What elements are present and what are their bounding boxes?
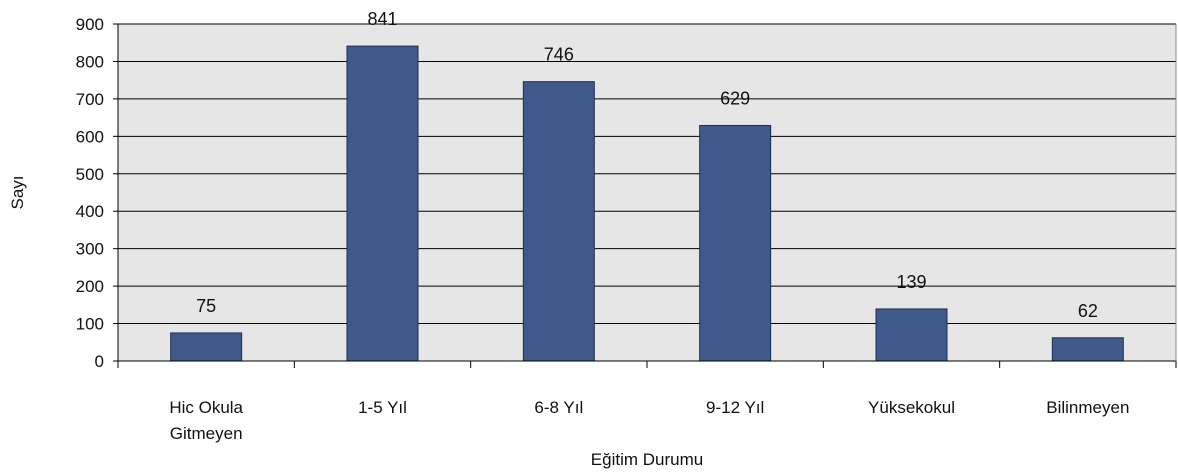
data-label: 139 <box>896 272 926 292</box>
y-axis-title: Sayı <box>8 175 27 209</box>
x-tick-label: Yüksekokul <box>868 398 955 417</box>
x-tick-label: 6-8 Yıl <box>534 398 583 417</box>
plot-area <box>118 24 1176 361</box>
y-tick-label: 500 <box>76 165 104 184</box>
data-label: 841 <box>367 9 397 29</box>
x-tick-label: Bilinmeyen <box>1046 398 1129 417</box>
data-label: 62 <box>1078 301 1098 321</box>
data-label: 75 <box>196 296 216 316</box>
bars <box>170 45 1124 362</box>
x-tick-label: 9-12 Yıl <box>706 398 764 417</box>
x-axis-title: Eğitim Durumu <box>591 450 703 469</box>
x-tick-label: Hic Okula <box>169 398 243 417</box>
bar <box>346 45 419 362</box>
y-tick-label: 600 <box>76 127 104 146</box>
x-tick-labels: Hic Okula Gitmeyen 1-5 Yıl 6-8 Yıl 9-12 Yıl Y… <box>169 398 1129 443</box>
gridlines <box>118 23 1176 325</box>
x-tick-label: 1-5 Yıl <box>358 398 407 417</box>
y-tick-label: 200 <box>76 277 104 296</box>
y-tick-labels: 0 100 200 300 400 500 600 700 800 900 <box>76 15 104 371</box>
bar <box>522 81 595 362</box>
bar <box>1051 337 1124 362</box>
y-tick-label: 0 <box>95 352 104 371</box>
bar <box>699 124 772 362</box>
x-tick-label: Gitmeyen <box>170 424 243 443</box>
y-tick-label: 400 <box>76 202 104 221</box>
axes <box>113 23 1177 368</box>
data-labels: 75 841 746 629 139 62 <box>196 9 1098 321</box>
bar <box>170 332 243 362</box>
data-label: 746 <box>544 45 574 65</box>
y-tick-label: 900 <box>76 15 104 34</box>
bar <box>875 308 948 362</box>
y-tick-label: 700 <box>76 90 104 109</box>
y-tick-label: 300 <box>76 240 104 259</box>
data-label: 629 <box>720 88 750 108</box>
y-tick-label: 800 <box>76 52 104 71</box>
y-tick-label: 100 <box>76 315 104 334</box>
